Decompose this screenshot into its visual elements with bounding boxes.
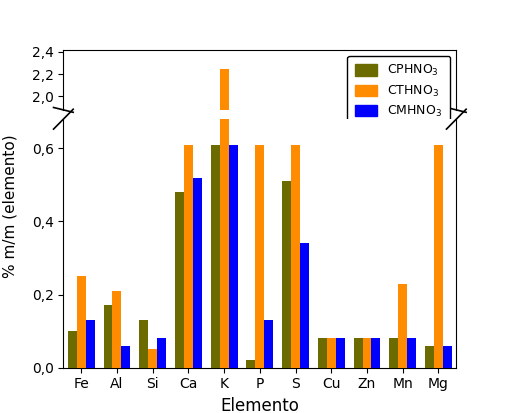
Bar bbox=[220, 0, 229, 368]
Bar bbox=[121, 313, 130, 320]
Bar bbox=[211, 252, 220, 320]
Bar bbox=[372, 338, 380, 368]
Bar bbox=[256, 145, 264, 368]
Bar bbox=[184, 252, 193, 320]
Bar bbox=[220, 69, 229, 320]
Bar bbox=[291, 145, 300, 368]
Bar bbox=[407, 338, 416, 368]
Bar bbox=[372, 311, 380, 320]
Bar bbox=[363, 338, 372, 368]
Bar bbox=[86, 305, 95, 320]
Bar bbox=[68, 331, 77, 368]
Bar bbox=[193, 262, 202, 320]
Bar bbox=[148, 314, 157, 320]
Bar bbox=[291, 252, 300, 320]
Bar bbox=[113, 291, 121, 368]
Bar bbox=[434, 252, 443, 320]
Bar bbox=[256, 252, 264, 320]
Bar bbox=[443, 346, 452, 368]
Bar bbox=[229, 252, 237, 320]
Bar bbox=[139, 305, 148, 320]
Bar bbox=[407, 311, 416, 320]
Bar bbox=[121, 346, 130, 368]
Bar bbox=[103, 301, 113, 320]
Legend: CPHNO$_3$, CTHNO$_3$, CMHNO$_3$: CPHNO$_3$, CTHNO$_3$, CMHNO$_3$ bbox=[347, 56, 450, 126]
Bar bbox=[300, 243, 309, 368]
Bar bbox=[389, 338, 399, 368]
Bar bbox=[229, 145, 237, 368]
Bar bbox=[327, 338, 336, 368]
Bar bbox=[425, 346, 434, 368]
Bar bbox=[318, 338, 327, 368]
Bar bbox=[77, 276, 86, 368]
Bar bbox=[443, 313, 452, 320]
Bar bbox=[184, 145, 193, 368]
Bar bbox=[425, 313, 434, 320]
Bar bbox=[399, 284, 407, 368]
Bar bbox=[86, 320, 95, 368]
Bar bbox=[193, 178, 202, 368]
Bar bbox=[211, 145, 220, 368]
Bar bbox=[282, 263, 291, 320]
Text: % m/m (elemento): % m/m (elemento) bbox=[3, 135, 18, 278]
Bar bbox=[157, 338, 166, 368]
Bar bbox=[282, 181, 291, 368]
Bar bbox=[139, 320, 148, 368]
Bar bbox=[336, 311, 345, 320]
Bar bbox=[353, 311, 363, 320]
Bar bbox=[389, 311, 399, 320]
Bar bbox=[264, 305, 273, 320]
Bar bbox=[157, 311, 166, 320]
Bar bbox=[175, 192, 184, 368]
Bar bbox=[434, 145, 443, 368]
Bar bbox=[77, 292, 86, 320]
Bar bbox=[113, 297, 121, 320]
Bar bbox=[363, 311, 372, 320]
Bar bbox=[175, 266, 184, 320]
Bar bbox=[68, 309, 77, 320]
Bar bbox=[336, 338, 345, 368]
Bar bbox=[353, 338, 363, 368]
Bar bbox=[246, 360, 256, 368]
Bar bbox=[103, 306, 113, 368]
X-axis label: Elemento: Elemento bbox=[221, 397, 299, 413]
Bar bbox=[148, 349, 157, 368]
Bar bbox=[327, 311, 336, 320]
Bar bbox=[300, 282, 309, 320]
Bar bbox=[399, 294, 407, 320]
Bar bbox=[318, 311, 327, 320]
Bar bbox=[246, 318, 256, 320]
Bar bbox=[264, 320, 273, 368]
